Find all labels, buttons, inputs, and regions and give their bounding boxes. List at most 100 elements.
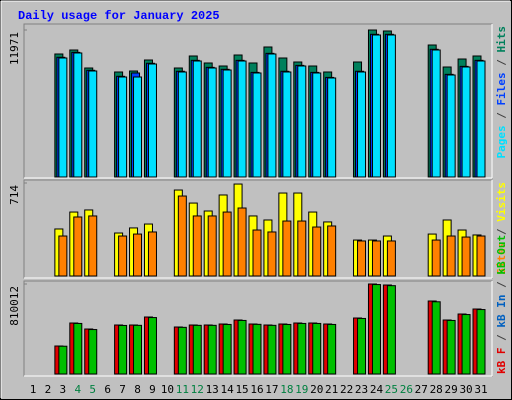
x-tick-label: 23 xyxy=(355,383,368,396)
legend-separator: / xyxy=(495,222,508,242)
bar xyxy=(282,323,292,375)
bar xyxy=(476,60,486,178)
x-tick-label: 15 xyxy=(235,383,248,396)
legend: Sites / Visits xyxy=(495,182,508,275)
bar xyxy=(267,53,277,178)
y-tick-label: 810012 xyxy=(8,286,21,326)
x-tick-label: 29 xyxy=(445,383,458,396)
bar xyxy=(312,226,322,277)
bar xyxy=(252,229,262,277)
x-tick-label: 8 xyxy=(134,383,141,396)
bar xyxy=(133,76,143,178)
bar xyxy=(192,324,202,375)
bar xyxy=(282,220,292,277)
x-tick-label: 4 xyxy=(74,383,81,396)
legend-separator: / xyxy=(495,106,508,126)
legend-entry: Visits xyxy=(495,182,508,222)
bar xyxy=(133,233,143,277)
bar xyxy=(386,34,396,178)
x-tick-label: 12 xyxy=(191,383,204,396)
x-tick-label: 26 xyxy=(400,383,413,396)
legend-entry: kB Out xyxy=(495,235,508,275)
bar xyxy=(297,65,307,178)
legend-separator: / xyxy=(495,328,508,348)
legend-entry: kB In xyxy=(495,295,508,328)
x-tick-label: 27 xyxy=(415,383,428,396)
x-tick-label: 5 xyxy=(89,383,96,396)
bar xyxy=(327,225,337,277)
legend-separator: / xyxy=(495,53,508,73)
bar xyxy=(58,235,68,277)
bar xyxy=(73,52,83,178)
bar xyxy=(431,49,441,178)
bar xyxy=(461,314,471,375)
bar xyxy=(312,72,322,178)
legend-entry: kB F xyxy=(495,348,508,375)
legend-entry: Hits xyxy=(495,26,508,53)
bar xyxy=(371,34,381,178)
bar xyxy=(207,67,217,178)
bar xyxy=(327,77,337,178)
legend-entry: Files xyxy=(495,72,508,105)
x-tick-label: 30 xyxy=(459,383,472,396)
x-tick-label: 6 xyxy=(104,383,111,396)
bar xyxy=(386,285,396,375)
bar xyxy=(446,319,456,375)
bar xyxy=(118,76,128,178)
bar xyxy=(58,57,68,178)
chart-title: Daily usage for January 2025 xyxy=(18,9,220,23)
bar xyxy=(431,239,441,277)
bar xyxy=(88,70,98,178)
x-tick-label: 28 xyxy=(430,383,443,396)
bar xyxy=(312,322,322,375)
x-tick-label: 2 xyxy=(45,383,52,396)
bar xyxy=(207,324,217,375)
x-tick-label: 18 xyxy=(280,383,293,396)
x-tick-label: 14 xyxy=(221,383,235,396)
legend-entry: Pages xyxy=(495,125,508,158)
bar xyxy=(88,329,98,375)
x-tick-label: 13 xyxy=(206,383,219,396)
bar xyxy=(461,236,471,277)
x-tick-label: 25 xyxy=(385,383,398,396)
bar xyxy=(371,240,381,277)
bar xyxy=(357,240,367,277)
legend: kB F / kB In / kB Out xyxy=(495,235,508,374)
bar xyxy=(371,284,381,375)
x-tick-label: 9 xyxy=(149,383,156,396)
bar xyxy=(267,231,277,277)
bar xyxy=(357,71,367,178)
bar xyxy=(133,324,143,375)
bar xyxy=(237,207,247,277)
bar xyxy=(446,74,456,178)
bar xyxy=(297,220,307,277)
bar xyxy=(476,309,486,375)
bar xyxy=(118,235,128,277)
bar xyxy=(237,60,247,178)
legend-separator: / xyxy=(495,275,508,295)
bar xyxy=(222,211,232,277)
x-tick-label: 10 xyxy=(161,383,174,396)
x-tick-label: 16 xyxy=(250,383,263,396)
bar xyxy=(192,60,202,178)
bar xyxy=(73,216,83,277)
bar xyxy=(177,326,187,375)
bar xyxy=(222,69,232,178)
legend-entry: Sites xyxy=(495,242,508,275)
bar xyxy=(147,63,157,178)
x-tick-label: 7 xyxy=(119,383,126,396)
x-tick-label: 1 xyxy=(30,383,37,396)
bar xyxy=(357,317,367,375)
bar xyxy=(88,215,98,277)
bar xyxy=(386,240,396,277)
bar xyxy=(58,345,68,375)
bar xyxy=(476,235,486,277)
bar xyxy=(446,235,456,277)
legend: Pages / Files / Hits xyxy=(495,26,508,159)
bar xyxy=(207,215,217,277)
bar xyxy=(327,323,337,375)
bar xyxy=(431,301,441,375)
bar xyxy=(177,195,187,277)
y-tick-label: 714 xyxy=(8,185,21,205)
